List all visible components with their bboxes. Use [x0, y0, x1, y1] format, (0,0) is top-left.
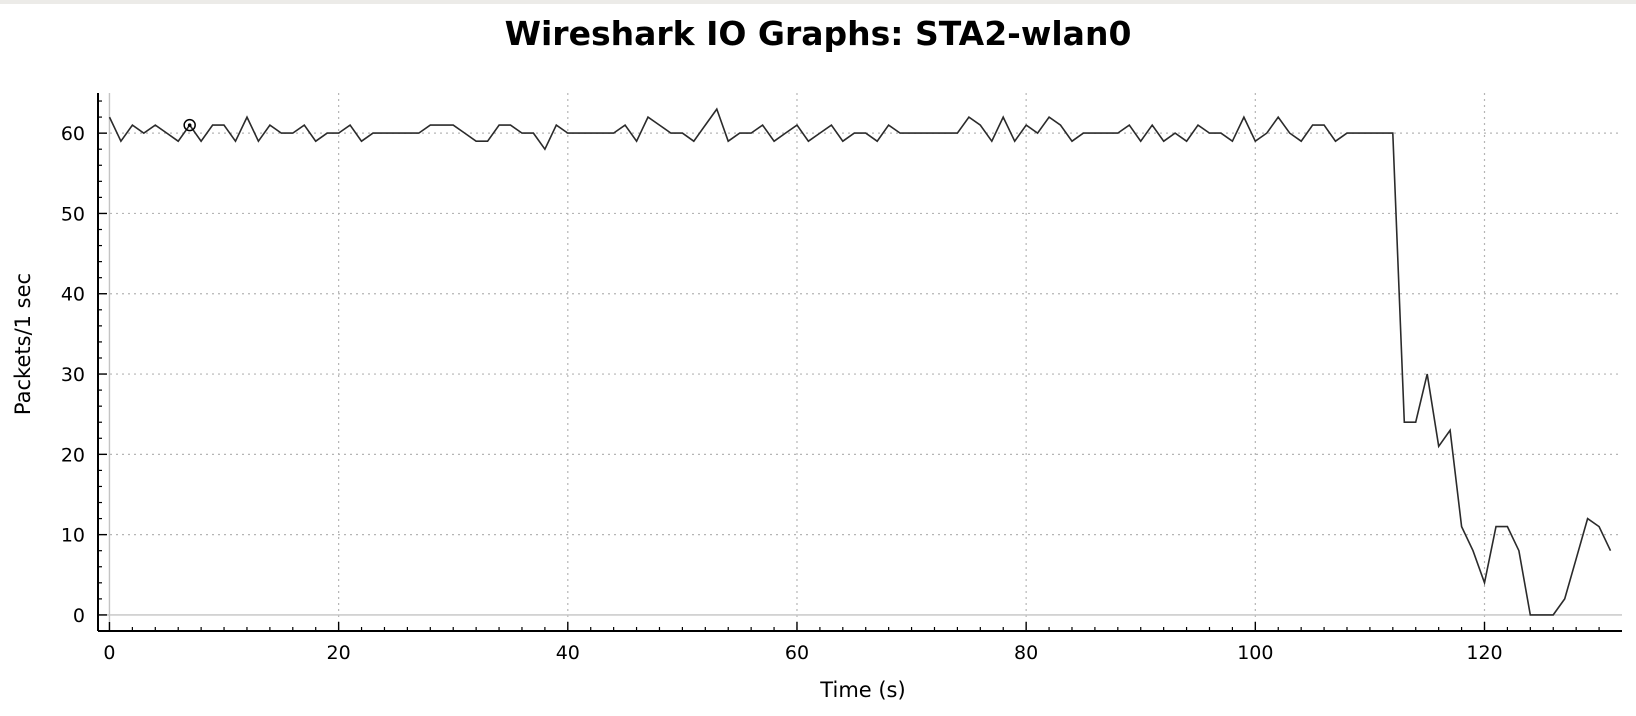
y-tick-label: 40 [61, 284, 85, 306]
y-tick-label: 60 [61, 123, 85, 145]
y-tick-label: 30 [61, 364, 85, 386]
y-tick-label: 10 [61, 525, 85, 547]
x-tick-label: 100 [1237, 642, 1273, 664]
series-line [108, 107, 1612, 616]
x-axis-label: Time (s) [819, 678, 905, 702]
y-tick-label: 20 [61, 444, 85, 466]
axis-layer: 0 20 40 60 80 100 120 0 10 20 30 40 50 60 [61, 93, 1622, 664]
y-tick-label: 50 [61, 203, 85, 225]
series-layer [108, 107, 1612, 616]
chart-title: Wireshark IO Graphs: STA2-wlan0 [504, 14, 1132, 53]
selection-marker-dot [187, 123, 192, 127]
y-tick-label: 0 [73, 605, 85, 627]
x-tick-label: 40 [556, 642, 580, 664]
x-tick-label: 80 [1014, 642, 1038, 664]
grid-layer [98, 93, 1622, 631]
x-tick-label: 20 [327, 642, 351, 664]
window-top-strip [0, 0, 1636, 4]
selection-marker-ring [183, 118, 196, 132]
x-tick-label: 60 [785, 642, 809, 664]
x-tick-label: 120 [1466, 642, 1502, 664]
x-tick-label: 0 [103, 642, 115, 664]
y-axis-label: Packets/1 sec [11, 273, 35, 415]
